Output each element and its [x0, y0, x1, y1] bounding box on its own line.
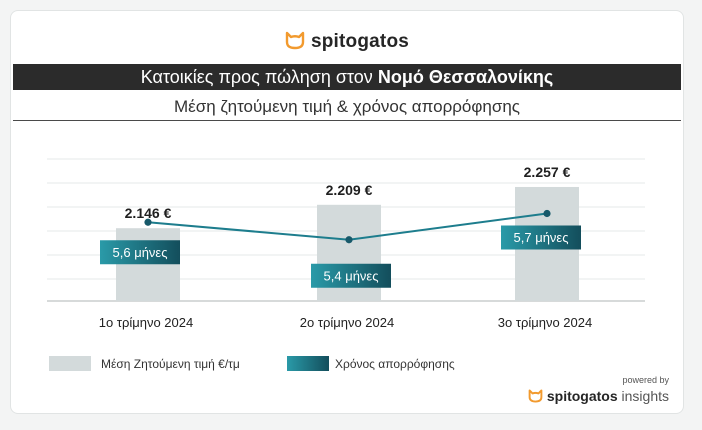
title-region: Νομό Θεσσαλονίκης [377, 67, 554, 87]
brand-logo: spitogatos [11, 31, 683, 53]
title-prefix: Κατοικίες προς πώληση στον [140, 67, 373, 87]
line-label-box-3 [501, 225, 581, 250]
x-tick-label-3: 3ο τρίμηνο 2024 [498, 315, 592, 330]
insights-logo: spitogatos insights [528, 388, 669, 404]
bar-1 [116, 228, 180, 301]
legend-label-time: Χρόνος απορρόφησης [335, 357, 455, 371]
line-label-box-1 [100, 240, 180, 265]
page-subtitle: Μέση ζητούμενη τιμή & χρόνος απορρόφησης [174, 97, 520, 116]
bar-value-label-2: 2.209 € [326, 182, 373, 198]
line-point-1 [144, 218, 152, 226]
cat-logo-icon [528, 389, 543, 403]
bar-value-label-1: 2.146 € [125, 205, 172, 221]
line-value-label-1: 5,6 μήνες [113, 245, 168, 260]
powered-by-text: powered by [622, 375, 669, 385]
legend-label-price: Μέση Ζητούμενη τιμή €/τμ [101, 357, 240, 371]
x-tick-label-2: 2ο τρίμηνο 2024 [300, 315, 394, 330]
subtitle-divider [13, 120, 681, 121]
chart-card: spitogatos Κατοικίες προς πώληση στον Νο… [10, 10, 684, 414]
line-value-label-3: 5,7 μήνες [514, 230, 569, 245]
bar-value-label-3: 2.257 € [524, 164, 571, 180]
line-point-2 [345, 236, 353, 244]
line-value-label-2: 5,4 μήνες [324, 268, 379, 283]
legend-swatch-time [287, 356, 329, 371]
insights-brand-name: spitogatos [546, 388, 618, 404]
page-title: Κατοικίες προς πώληση στον Νομό Θεσσαλον… [13, 64, 681, 90]
cat-logo-icon [285, 31, 305, 50]
x-tick-label-1: 1ο τρίμηνο 2024 [99, 315, 193, 330]
brand-name: spitogatos [310, 31, 410, 52]
insights-suffix: insights [621, 388, 669, 404]
line-label-box-2 [311, 263, 391, 288]
line-point-3 [543, 209, 551, 218]
combo-chart: 2.146 € 2.209 € 2.257 € 5,6 μήνες 5,4 μήνες 5… [47, 158, 645, 330]
legend-swatch-price [49, 356, 91, 371]
